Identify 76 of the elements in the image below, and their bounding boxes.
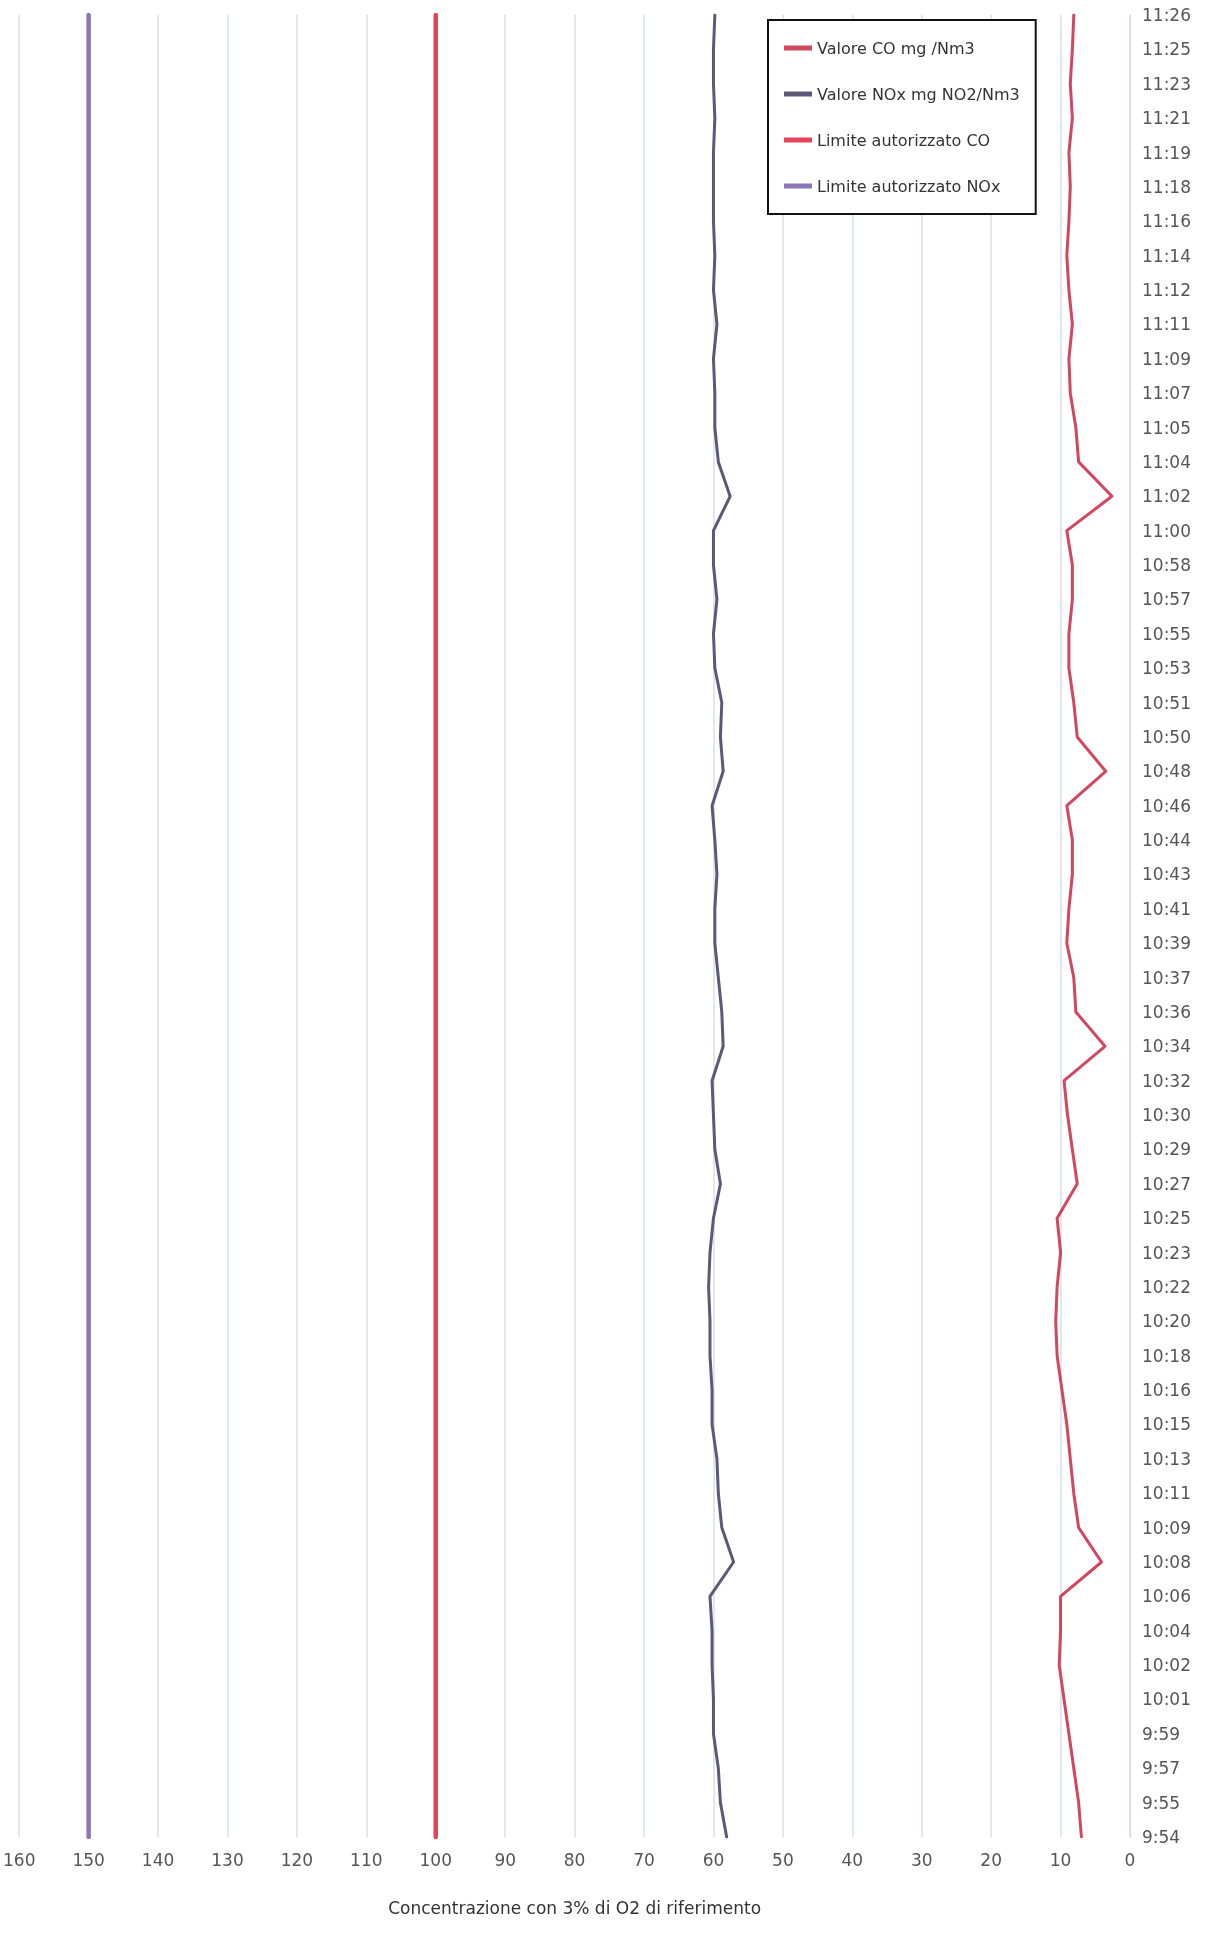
- x-tick-label: 70: [633, 1849, 655, 1870]
- y-tick-label: 11:09: [1142, 348, 1191, 369]
- x-tick-label: 30: [910, 1849, 933, 1870]
- y-tick-label: 11:25: [1142, 39, 1191, 60]
- y-tick-label: 10:46: [1142, 795, 1191, 816]
- y-tick-label: 10:48: [1142, 761, 1191, 782]
- y-tick-label: 11:19: [1142, 142, 1191, 163]
- y-tick-label: 11:14: [1142, 245, 1191, 266]
- x-tick-label: 80: [563, 1849, 586, 1870]
- y-tick-label: 10:30: [1142, 1105, 1191, 1126]
- y-tick-label: 10:04: [1142, 1620, 1191, 1641]
- legend-label: Valore NOx mg NO2/Nm3: [817, 84, 1020, 104]
- y-tick-label: 10:37: [1142, 967, 1191, 988]
- y-tick-label: 11:21: [1142, 108, 1191, 129]
- y-tick-label: 10:08: [1142, 1551, 1191, 1572]
- y-tick-label: 10:09: [1142, 1517, 1191, 1538]
- y-tick-label: 10:20: [1142, 1311, 1191, 1332]
- y-tick-label: 10:41: [1142, 898, 1191, 919]
- x-tick-label: 160: [3, 1849, 36, 1870]
- x-tick-label: 150: [72, 1849, 105, 1870]
- y-tick-label: 10:43: [1142, 864, 1191, 885]
- y-tick-label: 10:39: [1142, 933, 1191, 954]
- y-tick-label: 10:51: [1142, 692, 1191, 713]
- y-tick-label: 11:11: [1142, 314, 1191, 335]
- y-tick-label: 10:55: [1142, 623, 1191, 644]
- y-tick-label: 10:27: [1142, 1173, 1191, 1194]
- y-tick-label: 10:11: [1142, 1483, 1191, 1504]
- x-tick-label: 90: [494, 1849, 517, 1870]
- y-tick-label: 11:23: [1142, 73, 1191, 94]
- legend-label: Limite autorizzato NOx: [817, 176, 1001, 196]
- y-tick-label: 10:13: [1142, 1448, 1191, 1469]
- legend-label: Valore CO mg /Nm3: [817, 38, 975, 58]
- y-tick-label: 10:22: [1142, 1276, 1191, 1297]
- y-tick-label: 10:23: [1142, 1242, 1191, 1263]
- y-tick-label: 10:53: [1142, 658, 1191, 679]
- y-tick-label: 10:18: [1142, 1345, 1191, 1366]
- y-tick-label: 10:25: [1142, 1208, 1191, 1229]
- y-tick-label: 11:04: [1142, 451, 1191, 472]
- y-tick-label: 11:18: [1142, 176, 1191, 197]
- y-tick-label: 11:12: [1142, 280, 1191, 301]
- y-tick-label: 10:06: [1142, 1586, 1191, 1607]
- y-tick-label: 11:02: [1142, 486, 1191, 507]
- legend-label: Limite autorizzato CO: [817, 130, 991, 150]
- y-tick-label: 9:55: [1142, 1792, 1181, 1813]
- x-tick-label: 0: [1124, 1849, 1136, 1870]
- y-tick-label: 10:02: [1142, 1655, 1191, 1676]
- y-tick-label: 11:16: [1142, 211, 1191, 232]
- x-tick-label: 110: [350, 1849, 383, 1870]
- y-tick-label: 10:29: [1142, 1139, 1191, 1160]
- y-tick-label: 9:54: [1142, 1827, 1181, 1847]
- y-tick-label: 11:05: [1142, 417, 1191, 438]
- y-tick-label: 10:15: [1142, 1414, 1191, 1435]
- x-tick-label: 60: [702, 1849, 725, 1870]
- y-tick-label: 10:58: [1142, 555, 1191, 576]
- y-tick-label: 11:26: [1142, 5, 1191, 25]
- x-tick-label: 50: [772, 1849, 794, 1870]
- x-tick-label: 120: [280, 1849, 314, 1870]
- y-tick-label: 11:07: [1142, 383, 1191, 404]
- y-tick-label: 10:01: [1142, 1689, 1191, 1710]
- x-tick-label: 130: [211, 1849, 244, 1870]
- x-tick-label: 10: [1049, 1849, 1072, 1870]
- x-tick-label: 40: [841, 1849, 864, 1870]
- y-tick-label: 10:34: [1142, 1036, 1191, 1057]
- y-tick-label: 9:57: [1142, 1758, 1181, 1779]
- y-tick-label: 10:36: [1142, 1001, 1191, 1022]
- y-tick-label: 10:50: [1142, 726, 1191, 747]
- x-tick-label: 140: [141, 1849, 175, 1870]
- y-tick-label: 9:59: [1142, 1723, 1181, 1744]
- y-tick-label: 10:57: [1142, 589, 1191, 610]
- y-tick-label: 10:16: [1142, 1380, 1191, 1401]
- y-tick-label: 10:32: [1142, 1070, 1191, 1091]
- x-tick-label: 100: [419, 1849, 452, 1870]
- y-tick-label: 10:44: [1142, 830, 1191, 851]
- x-axis-title: Concentrazione con 3% di O2 di riferimento: [388, 1897, 762, 1918]
- x-tick-label: 20: [980, 1849, 1002, 1870]
- y-tick-label: 11:00: [1142, 520, 1191, 541]
